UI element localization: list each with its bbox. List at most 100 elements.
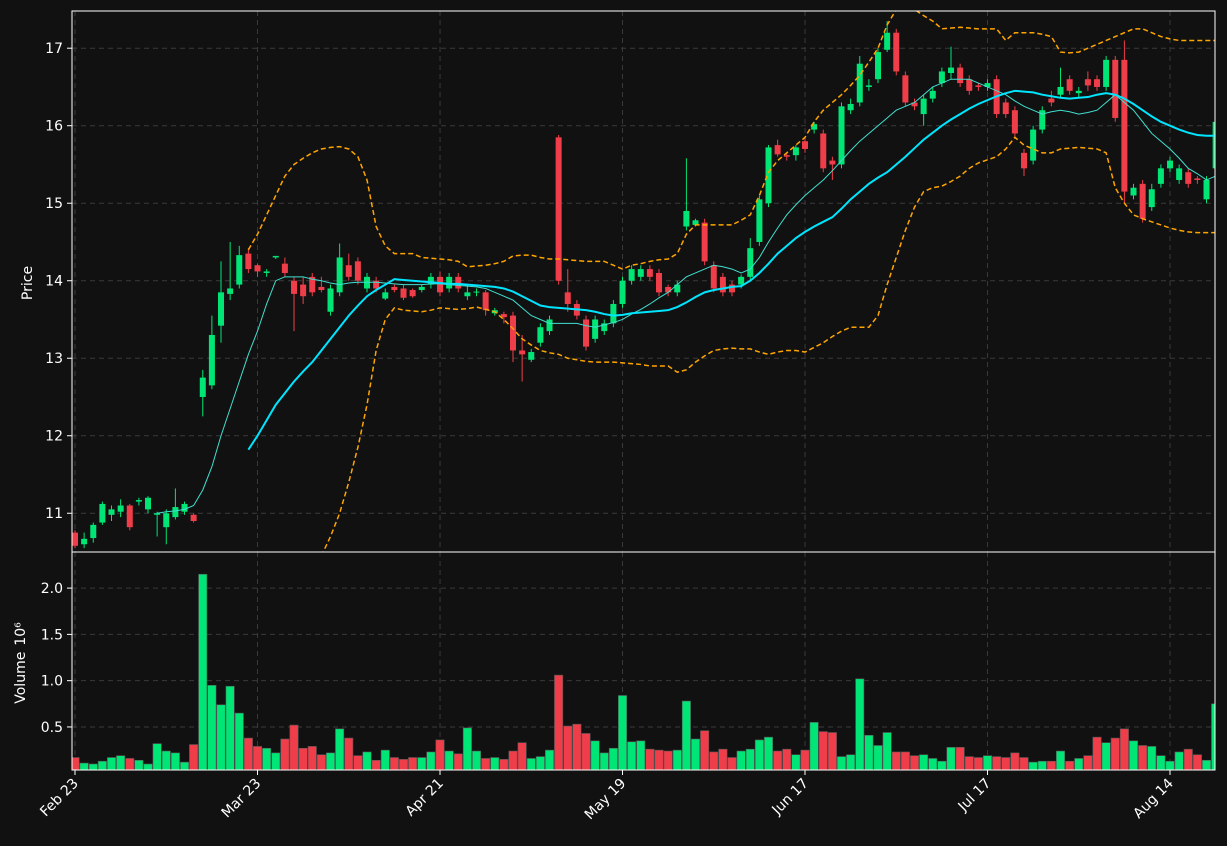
x-tick-label: May 19 [582, 776, 630, 824]
candle-body [984, 83, 991, 87]
volume-bar [1101, 742, 1111, 770]
volume-bar [1192, 754, 1202, 770]
candle-body [847, 104, 854, 111]
volume-bar [271, 752, 281, 770]
candle-body [929, 90, 936, 99]
volume-bar [1028, 761, 1038, 770]
candle-body [126, 505, 133, 528]
indicator-line [322, 136, 1215, 552]
y-tick-label: 16 [45, 119, 63, 135]
candle-body [884, 32, 891, 50]
candle-body [1112, 59, 1119, 118]
x-tick-label: Feb 23 [37, 776, 82, 821]
volume-bar [736, 750, 746, 770]
volume-bar [1001, 757, 1011, 770]
candle-body [272, 255, 279, 258]
candle-body [181, 503, 188, 512]
candle-body [701, 222, 708, 262]
volume-bar [955, 747, 965, 770]
candle-body [765, 147, 772, 204]
candle-body [920, 98, 927, 115]
volume-bar [983, 755, 993, 770]
candle-body [1203, 179, 1210, 200]
volume-bar [152, 743, 162, 770]
candle-body [1157, 168, 1164, 184]
candle-body [665, 286, 672, 293]
volume-bar [590, 740, 600, 770]
volume-bar [599, 752, 609, 770]
volume-bar [1147, 746, 1157, 770]
candle-body [1084, 79, 1091, 86]
volume-bar [608, 747, 618, 770]
volume-bar [508, 750, 518, 770]
volume-bar [490, 757, 500, 770]
plot-area [72, 573, 1215, 770]
volume-bar [782, 748, 792, 770]
candle-body [236, 255, 243, 285]
candle-body [135, 500, 142, 502]
y-tick-label: 0.5 [41, 720, 63, 736]
candle-body [802, 141, 809, 149]
candle-body [263, 271, 270, 273]
volume-bar [535, 756, 545, 770]
candle-body [345, 265, 352, 277]
volume-bar [88, 763, 98, 770]
candle-body [811, 124, 818, 130]
candle-body [1148, 189, 1155, 208]
volume-bar [855, 678, 865, 770]
volume-bar [1174, 751, 1184, 770]
volume-bar [143, 763, 153, 770]
volume-bar [253, 746, 263, 770]
volume-bar [134, 759, 144, 770]
volume-bar [900, 751, 910, 770]
candle-body [145, 497, 152, 510]
candle-body [710, 265, 717, 289]
panel-frame [71, 10, 1216, 553]
y-tick-label: 17 [45, 41, 63, 57]
volume-bar [837, 756, 847, 770]
candle-body [245, 253, 252, 270]
volume-bar [1211, 703, 1215, 770]
volume-bar [691, 738, 701, 770]
volume-scale: 10⁶ [13, 622, 29, 646]
volume-bar [326, 752, 336, 770]
volume-bar [216, 704, 226, 770]
candle-body [400, 288, 407, 298]
y-tick-label: 1.5 [41, 627, 63, 643]
candle-body [1212, 121, 1215, 169]
volume-bar [280, 738, 290, 770]
candle-body [1011, 110, 1018, 134]
volume-bar [1046, 760, 1056, 770]
candle-body [318, 286, 325, 291]
candle-body [893, 32, 900, 72]
x-tick-label: Jun 17 [769, 776, 812, 819]
volume-bar [572, 723, 582, 770]
volume-bar [207, 684, 217, 770]
volume-bar [745, 748, 755, 770]
candle-body [455, 276, 462, 289]
volume-bar [389, 757, 399, 770]
volume-bar [654, 749, 664, 770]
x-tick-label: Apr 21 [403, 776, 447, 820]
y-tick-label: 2.0 [41, 581, 63, 597]
candle-body [500, 314, 507, 318]
volume-bar [499, 759, 509, 770]
candle-body [409, 290, 416, 297]
volume-bar [882, 732, 892, 770]
candle-body [601, 323, 608, 332]
volume-bar [718, 748, 728, 770]
candle-body [1066, 79, 1073, 91]
candle-body [117, 505, 124, 512]
candle-body [738, 276, 745, 285]
volume-bar [198, 573, 208, 770]
indicator-line [247, 89, 1215, 451]
volume-bar [1083, 755, 1093, 770]
candle-body [218, 292, 225, 326]
candle-body [154, 513, 161, 515]
volume-bar [873, 745, 883, 770]
volume-bar [773, 750, 783, 770]
volume-bar [791, 754, 801, 770]
candle-body [610, 303, 617, 324]
candle-body [437, 276, 444, 293]
volume-bar [234, 712, 244, 770]
